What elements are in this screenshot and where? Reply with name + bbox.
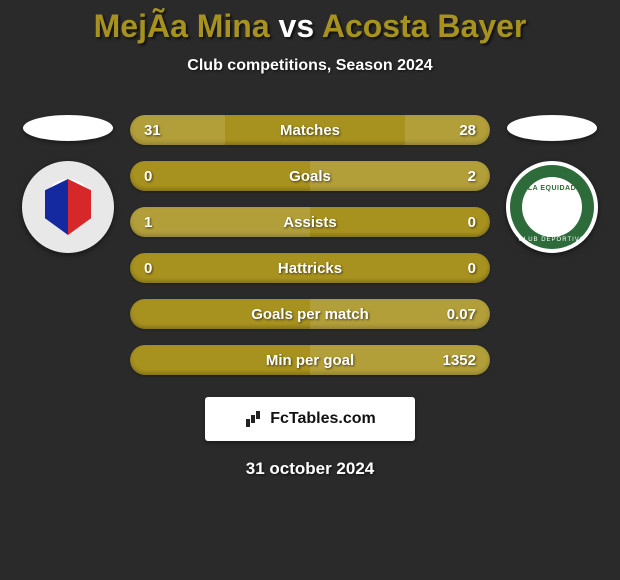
stat-row: 31 Matches 28 [130, 115, 490, 145]
main-row: 31 Matches 28 0 Goals 2 1 Assists 0 0 Hattricks 0 Go… [0, 115, 620, 375]
stat-label: Matches [280, 122, 340, 139]
stat-row: Min per goal 1352 [130, 345, 490, 375]
stat-label: Hattricks [278, 260, 342, 277]
source-badge: FcTables.com [205, 397, 415, 441]
player2-name: Acosta Bayer [322, 8, 527, 44]
stat-label: Assists [283, 214, 336, 231]
source-label: FcTables.com [270, 410, 376, 428]
stat-value-right: 2 [446, 168, 476, 185]
stat-label: Goals per match [251, 306, 369, 323]
stat-value-right: 0 [446, 260, 476, 277]
stat-label: Goals [289, 168, 331, 185]
fctables-logo-icon [244, 409, 264, 429]
stat-value-right: 0.07 [446, 306, 476, 323]
player1-name: MejÃ­a Mina [94, 8, 270, 44]
subtitle: Club competitions, Season 2024 [0, 57, 620, 75]
vs-label: vs [279, 8, 315, 44]
player1-flag [23, 115, 113, 141]
stat-value-left: 0 [144, 168, 174, 185]
left-side [18, 115, 118, 253]
comparison-title: MejÃ­a Mina vs Acosta Bayer [0, 8, 620, 45]
player2-club-badge: CLUB DEPORTIVO [506, 161, 598, 253]
stat-value-left: 0 [144, 260, 174, 277]
stat-row: 1 Assists 0 [130, 207, 490, 237]
badge-arc-text: CLUB DEPORTIVO [519, 237, 586, 243]
player1-club-badge [22, 161, 114, 253]
stat-label: Min per goal [266, 352, 354, 369]
infographic-root: MejÃ­a Mina vs Acosta Bayer Club competi… [0, 0, 620, 479]
stat-value-right: 1352 [443, 352, 476, 369]
stat-row: 0 Goals 2 [130, 161, 490, 191]
stat-row: 0 Hattricks 0 [130, 253, 490, 283]
stat-value-left: 1 [144, 214, 174, 231]
stat-row: Goals per match 0.07 [130, 299, 490, 329]
stat-value-right: 0 [446, 214, 476, 231]
stat-value-right: 28 [446, 122, 476, 139]
stat-value-left: 31 [144, 122, 174, 139]
player2-flag [507, 115, 597, 141]
right-side: CLUB DEPORTIVO [502, 115, 602, 253]
date-label: 31 october 2024 [0, 459, 620, 479]
stats-column: 31 Matches 28 0 Goals 2 1 Assists 0 0 Hattricks 0 Go… [130, 115, 490, 375]
